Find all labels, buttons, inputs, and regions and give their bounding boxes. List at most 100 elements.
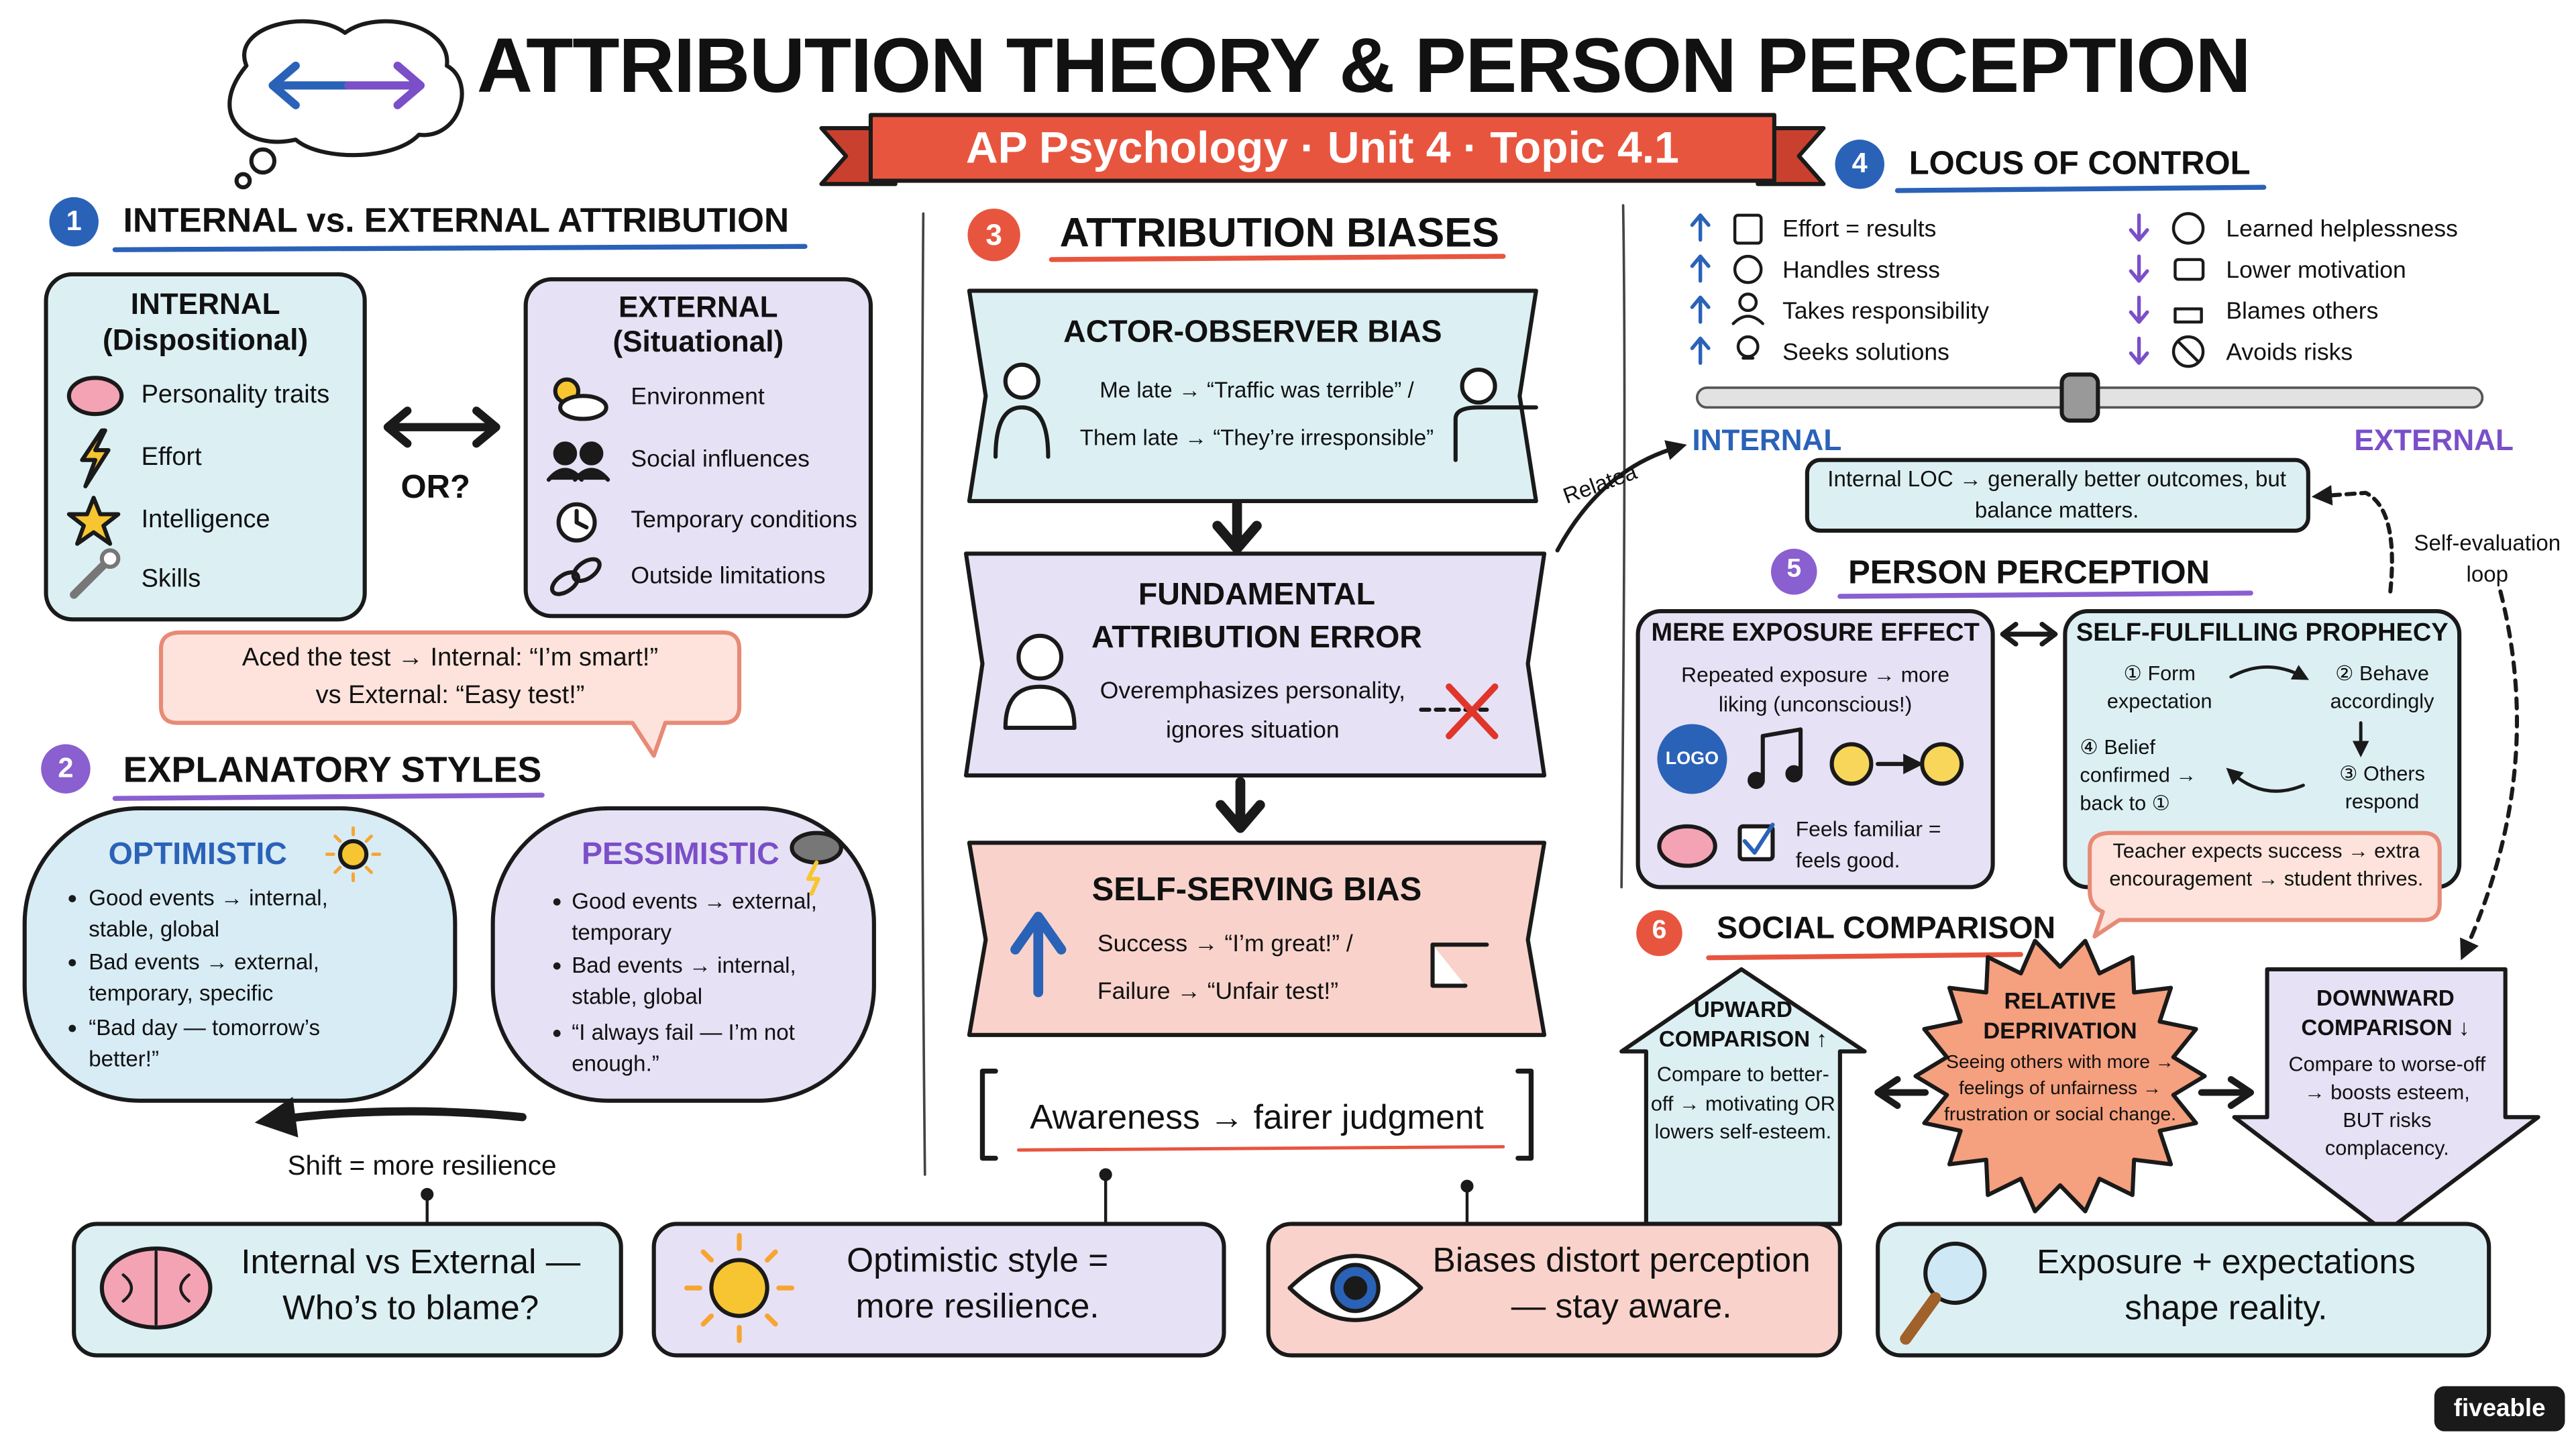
list-item: Personality traits <box>141 381 330 409</box>
shape-text: Compare to better-off → motivating OR lo… <box>1650 1063 1835 1144</box>
divider <box>1620 204 1626 889</box>
list-item: Skills <box>141 565 201 594</box>
step: ② Behave accordingly <box>2330 661 2434 713</box>
takeaway: Internal vs External — Who’s to blame? <box>241 1243 581 1328</box>
connectors <box>421 1168 1474 1226</box>
speech-bubble <box>158 630 742 758</box>
logo-label: LOGO <box>1665 749 1719 769</box>
optimistic-cloud <box>22 806 458 1103</box>
example-text: Teacher expects success → extra encourag… <box>2109 839 2424 891</box>
loop-arrow <box>2460 589 2519 961</box>
section-number: 6 <box>1652 916 1667 945</box>
shape-title: RELATIVE DEPRIVATION <box>1983 987 2137 1044</box>
section-title: EXPLANATORY STYLES <box>123 749 542 790</box>
bullets <box>68 895 561 1037</box>
list-item: Social influences <box>631 447 810 474</box>
section-number: 1 <box>66 205 82 237</box>
subtitle: AP Psychology · Unit 4 · Topic 4.1 <box>965 123 1679 173</box>
speech-bubble <box>2088 830 2442 938</box>
external-icons <box>546 377 610 596</box>
list-item: Environment <box>631 384 765 411</box>
bullet: Good events → internal, stable, global <box>89 885 328 941</box>
takeaway-card <box>1876 1222 2491 1358</box>
scale-label: EXTERNAL <box>2354 423 2514 457</box>
internal-box <box>44 272 367 622</box>
section-title: INTERNAL vs. EXTERNAL ATTRIBUTION <box>123 202 790 240</box>
bias-line: Them late → “They’re irresponsible” <box>1079 425 1434 451</box>
trait: Seeks solutions <box>1782 339 1949 367</box>
takeaway: Exposure + expectations shape reality. <box>2037 1243 2416 1328</box>
box-title: EXTERNAL <box>619 290 778 324</box>
shape-title: UPWARD COMPARISON ↑ <box>1658 997 1827 1052</box>
self-serving-icons <box>1010 912 1489 998</box>
relative-starburst <box>1913 938 2207 1214</box>
fae-icons <box>1003 633 1499 740</box>
takeaway: Biases distort perception — stay aware. <box>1432 1242 1811 1327</box>
section-underlines <box>112 184 2267 961</box>
list-item: Intelligence <box>141 506 270 534</box>
relation-arrow <box>1555 440 1687 553</box>
link-arrow <box>2000 621 2058 647</box>
scale-label: INTERNAL <box>1692 423 1842 457</box>
bullet: Good events → external, temporary <box>572 888 817 945</box>
exposure-icons <box>1657 724 1964 868</box>
list-item: Effort <box>141 443 202 472</box>
step: ③ Others respond <box>2339 762 2425 813</box>
trait: Lower motivation <box>2226 258 2406 284</box>
card-text: Feels familiar = feels good. <box>1795 816 1941 873</box>
brand: fiveable <box>2453 1395 2546 1423</box>
card-title: SELF-FULFILLING PROPHECY <box>2076 619 2449 647</box>
style-title: OPTIMISTIC <box>108 837 287 873</box>
style-title: PESSIMISTIC <box>581 837 780 873</box>
awareness-label: Awareness → fairer judgment <box>1030 1099 1484 1137</box>
section-number: 4 <box>1851 148 1868 179</box>
bullet: “Bad day — tomorrow’s better!” <box>89 1015 321 1071</box>
slider-knob <box>2059 372 2100 423</box>
bullet: Bad events → external, temporary, specif… <box>89 949 319 1006</box>
bias-line: Me late → “Traffic was terrible” / <box>1099 378 1414 403</box>
note: Internal LOC → generally better outcomes… <box>1827 466 2286 523</box>
takeaway-card <box>1266 1222 1842 1358</box>
shift-label: Shift = more resilience <box>287 1151 557 1181</box>
bullet: “I always fail — I’m not enough.” <box>572 1020 795 1076</box>
shape-text: Compare to worse-off → boosts esteem, BU… <box>2288 1053 2486 1160</box>
box-subtitle: (Dispositional) <box>103 323 309 357</box>
example-line: vs External: “Easy test!” <box>315 682 585 710</box>
example-line: Aced the test → Internal: “I’m smart!” <box>241 644 659 672</box>
self-serving-box <box>967 841 1547 1037</box>
takeaway-card <box>72 1222 623 1358</box>
trait: Blames others <box>2226 299 2379 325</box>
trait: Takes responsibility <box>1782 299 1990 325</box>
bullet: Bad events → internal, stable, global <box>572 953 796 1009</box>
bias-title: ACTOR-OBSERVER BIAS <box>1063 315 1442 350</box>
section-number: 3 <box>985 218 1002 252</box>
bracket <box>979 1069 1534 1161</box>
takeaway: Optimistic style = more resilience. <box>847 1242 1109 1327</box>
section-title: SOCIAL COMPARISON <box>1717 912 2056 947</box>
list-item: Temporary conditions <box>631 507 857 534</box>
down-arrow <box>1216 777 1265 833</box>
box-title: INTERNAL <box>130 287 280 321</box>
fae-box <box>963 551 1547 777</box>
trait: Learned helplessness <box>2226 217 2458 244</box>
weather-icons <box>325 826 843 896</box>
list-item: Outside limitations <box>631 564 826 590</box>
bias-text: Overemphasizes personality, ignores situ… <box>1099 678 1405 745</box>
takeaway-card <box>651 1222 1226 1358</box>
step: ④ Belief confirmed → back to ① <box>2080 736 2196 815</box>
trait-arrows <box>1690 213 2149 365</box>
box-subtitle: (Situational) <box>612 325 784 358</box>
trait-icons <box>1731 212 2205 368</box>
section-title: PERSON PERCEPTION <box>1848 555 2210 592</box>
side-arrows <box>1874 1076 2255 1110</box>
internal-icons <box>66 376 124 599</box>
pessimistic-cloud <box>490 806 876 1103</box>
note-box <box>1805 458 2310 533</box>
underline <box>1016 1144 1505 1152</box>
figures <box>994 362 1538 462</box>
section-number: 2 <box>58 752 74 784</box>
down-arrow <box>1212 499 1262 554</box>
